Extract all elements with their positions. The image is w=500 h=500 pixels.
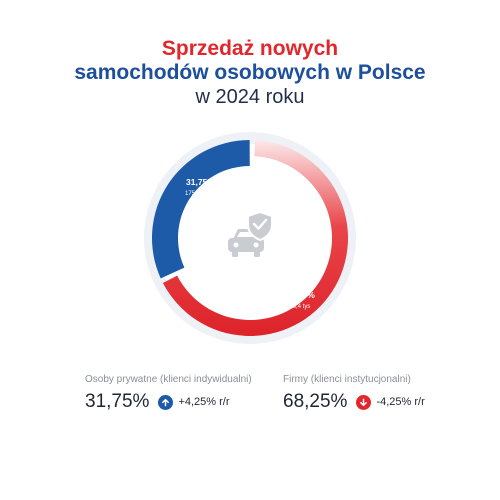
stat-private-value: 31,75% — [85, 391, 150, 412]
title-line-1: Sprzedaż nowych — [161, 37, 339, 60]
stat-company-change: -4,25% r/r — [376, 396, 425, 408]
arrow-down-icon — [356, 394, 372, 410]
slice-private — [152, 140, 250, 279]
stat-company-value: 68,25% — [283, 391, 348, 412]
title-line-2: samochodów osobowych w Polsce — [74, 61, 426, 84]
data-sublabel-private: 175,1 tys — [185, 191, 209, 197]
stat-private: Osoby prywatne (klienci indywidualni) 31… — [85, 374, 252, 413]
donut-track — [144, 132, 356, 344]
stat-company-label: Firmy (klienci instytucjonalni) — [283, 374, 411, 385]
stat-private-label: Osoby prywatne (klienci indywidualni) — [85, 374, 252, 385]
donut-chart: 31,75% 175,1 tys 68,25% 376,4 tys — [144, 132, 356, 344]
car-shield-check-icon — [228, 210, 273, 257]
arrow-up-icon — [158, 394, 174, 410]
data-label-private: 31,75% — [186, 177, 215, 187]
title-line-3: w 2024 roku — [195, 86, 305, 108]
stat-private-change: +4,25% r/r — [178, 396, 230, 408]
data-sublabel-company: 376,4 tys — [286, 304, 310, 310]
stat-company: Firmy (klienci instytucjonalni) 68,25% -… — [283, 374, 425, 413]
data-label-company: 68,25% — [286, 290, 315, 300]
